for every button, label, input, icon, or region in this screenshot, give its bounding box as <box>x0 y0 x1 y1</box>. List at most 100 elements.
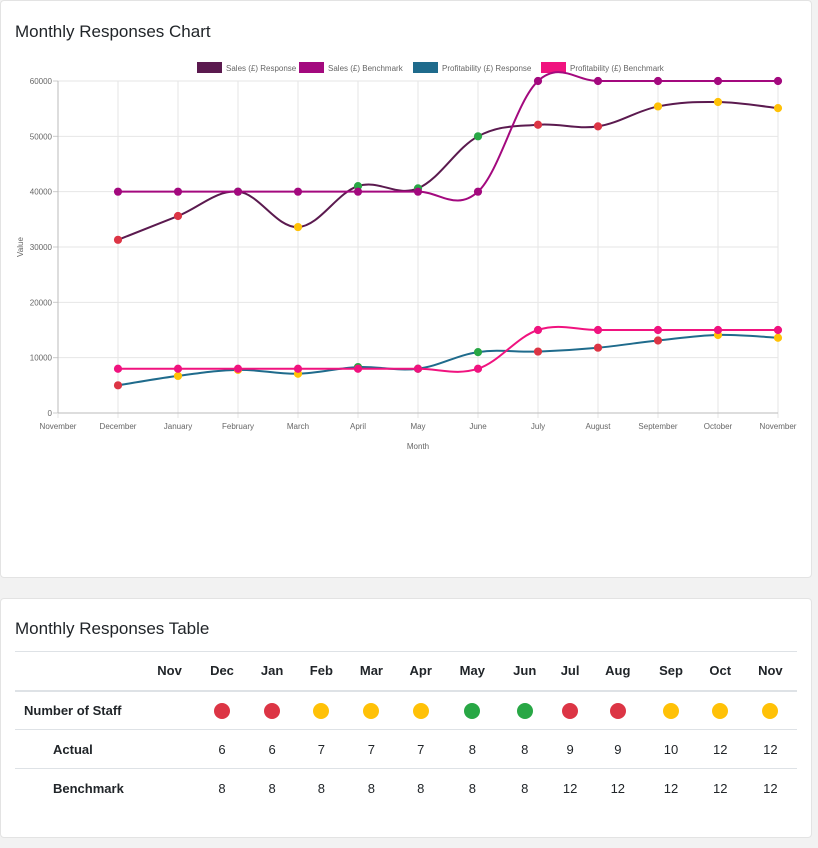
x-tick-label: December <box>100 422 137 431</box>
data-point <box>353 364 363 373</box>
legend-label: Profitability (£) Benchmark <box>570 64 665 73</box>
legend-swatch <box>413 62 438 73</box>
data-point <box>593 122 603 131</box>
data-point <box>473 132 483 141</box>
data-point <box>653 102 663 111</box>
status-cell <box>346 690 397 730</box>
data-point <box>173 371 183 381</box>
data-point <box>773 104 783 113</box>
month-header: Aug <box>590 651 646 692</box>
y-tick-label: 60000 <box>30 77 53 86</box>
month-header: Apr <box>396 651 445 692</box>
status-dot-green <box>464 702 481 719</box>
line-chart: 0 10000 20000 30000 40000 50000 60000 November D… <box>16 62 797 451</box>
data-point <box>773 76 783 86</box>
data-point <box>293 187 303 196</box>
status-dot-amber <box>712 702 729 719</box>
x-tick-label: February <box>222 422 254 431</box>
x-tick-label: August <box>586 422 612 431</box>
legend-label: Profitability (£) Response <box>442 64 532 73</box>
status-dot-amber <box>313 702 330 719</box>
row-label: Actual <box>15 729 143 769</box>
x-tick-label: April <box>350 422 366 431</box>
status-cell <box>444 690 500 730</box>
legend-swatch <box>541 62 566 73</box>
data-point <box>653 76 663 86</box>
y-tick-label: 40000 <box>30 188 53 197</box>
status-cell <box>645 690 697 730</box>
month-header: May <box>444 651 500 692</box>
status-cell <box>549 690 591 730</box>
value-cell: 8 <box>367 780 376 796</box>
row-label: Number of Staff <box>15 690 143 730</box>
month-header: Oct <box>696 651 744 692</box>
table-card-title: Monthly Responses Table <box>15 619 210 638</box>
legend-swatch <box>197 62 222 73</box>
table-card: Monthly Responses Table Nov Dec Jan Feb Mar A… <box>0 598 812 838</box>
chart-card-title: Monthly Responses Chart <box>15 22 211 41</box>
data-point <box>653 336 663 345</box>
value-cell: 8 <box>317 780 325 796</box>
status-dot-red <box>609 702 626 719</box>
month-header: Feb <box>296 651 347 692</box>
status-dot-red <box>562 702 579 719</box>
table-row: Actual 6 6 7 7 7 8 8 9 9 10 12 12 <box>15 729 797 769</box>
legend-label: Sales (£) Benchmark <box>328 64 404 73</box>
data-point <box>293 364 303 373</box>
data-point <box>113 187 123 196</box>
series-line <box>118 325 778 373</box>
data-point <box>113 364 123 373</box>
status-cell <box>743 690 797 730</box>
status-cell <box>590 690 646 730</box>
value-cell: 12 <box>663 780 679 796</box>
series-line <box>117 100 779 241</box>
value-cell: 7 <box>296 729 347 769</box>
data-point <box>173 364 183 373</box>
x-tick-label: September <box>638 422 677 431</box>
data-point <box>233 187 243 196</box>
legend-label: Sales (£) Response <box>226 64 297 73</box>
data-point <box>593 325 603 335</box>
y-axis-title: Value <box>16 237 25 257</box>
data-point <box>113 381 123 390</box>
data-point <box>413 364 423 373</box>
month-header: Mar <box>346 651 397 692</box>
value-cell: 8 <box>218 780 226 796</box>
data-point <box>533 325 543 335</box>
value-cell: 12 <box>743 729 797 769</box>
value-cell: 12 <box>562 780 578 796</box>
month-header: Nov <box>143 651 197 692</box>
data-point <box>773 333 783 342</box>
month-header: Jan <box>247 651 297 692</box>
x-tick-label: July <box>531 422 545 431</box>
status-dot-amber <box>412 702 429 719</box>
x-axis-title: Month <box>407 442 429 451</box>
data-point <box>713 325 723 335</box>
data-point <box>533 120 543 129</box>
value-cell: 6 <box>196 729 248 769</box>
data-point <box>713 97 723 107</box>
status-cell <box>499 690 550 730</box>
y-tick-label: 30000 <box>30 243 53 252</box>
status-cell <box>296 690 347 730</box>
data-point <box>353 187 363 196</box>
value-cell <box>143 769 196 808</box>
data-point <box>593 76 603 86</box>
status-dot-amber <box>762 702 779 719</box>
month-header: Jul <box>549 651 591 692</box>
status-dot-green <box>516 702 533 719</box>
data-point <box>233 364 243 373</box>
series-line <box>117 333 779 387</box>
data-point <box>713 76 723 86</box>
chart-card: Monthly Responses Chart 0 10000 20000 30000… <box>0 0 812 578</box>
status-dot-red <box>264 702 281 719</box>
status-dot-red <box>214 702 230 719</box>
value-cell: 8 <box>468 780 476 796</box>
value-cell: 8 <box>444 729 500 769</box>
month-header: Dec <box>196 651 248 692</box>
table-header-row: Nov Dec Jan Feb Mar Apr May Jun Jul Aug Sep Oct Nov <box>15 651 797 692</box>
status-cell <box>247 690 297 730</box>
data-point <box>533 76 543 86</box>
status-cell <box>396 690 445 730</box>
data-point <box>173 211 183 221</box>
